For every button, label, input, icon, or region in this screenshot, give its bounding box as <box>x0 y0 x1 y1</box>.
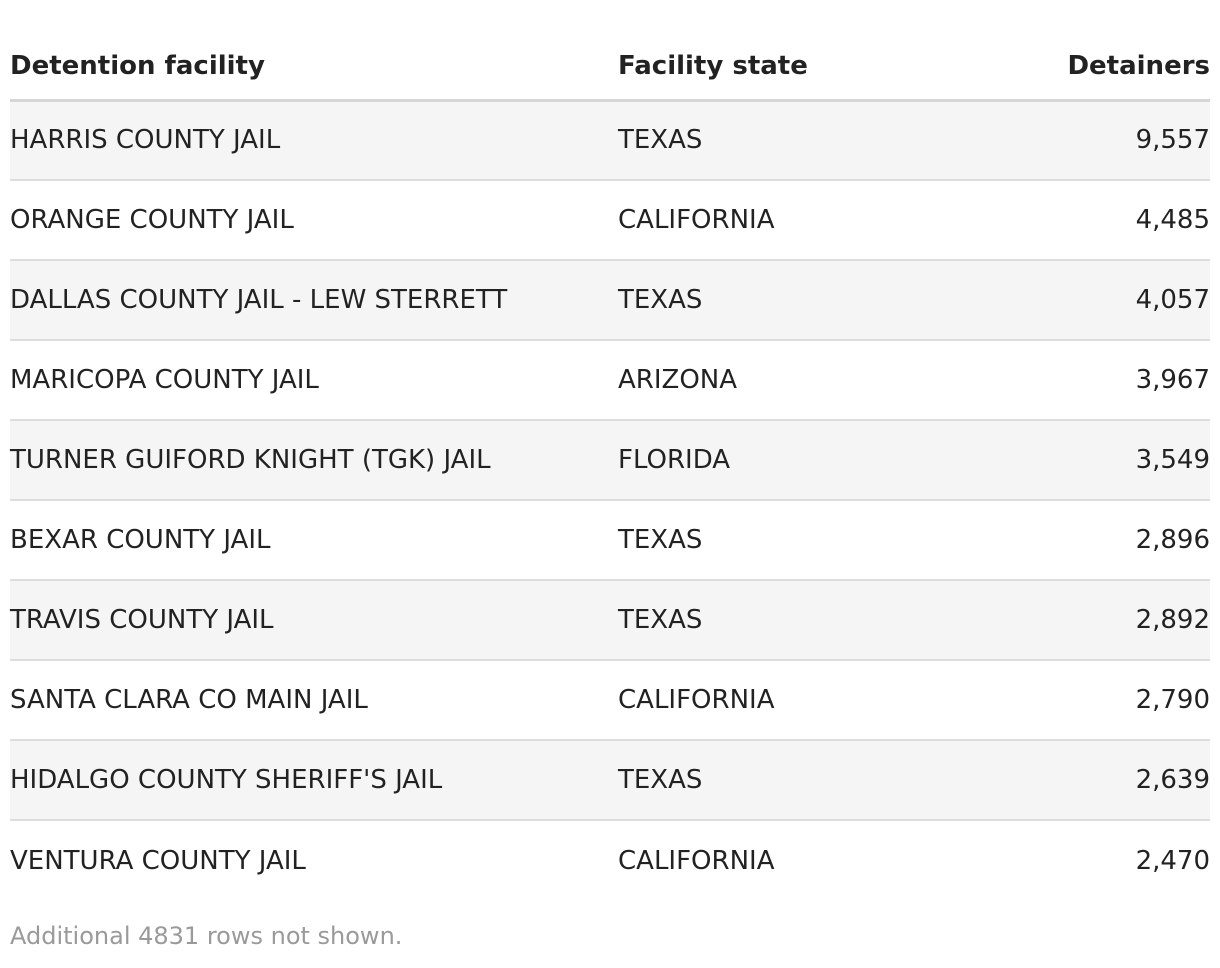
state-cell: CALIFORNIA <box>618 180 1010 261</box>
table-row: VENTURA COUNTY JAIL CALIFORNIA 2,470 <box>10 820 1210 900</box>
facility-cell: HARRIS COUNTY JAIL <box>10 100 618 181</box>
table-body: HARRIS COUNTY JAIL TEXAS 9,557 ORANGE CO… <box>10 100 1210 900</box>
detainers-cell: 9,557 <box>1010 100 1210 181</box>
state-cell: FLORIDA <box>618 420 1010 501</box>
header-row: Detention facility Facility state Detain… <box>10 0 1210 102</box>
state-cell: ARIZONA <box>618 340 1010 421</box>
state-cell: TEXAS <box>618 260 1010 341</box>
detainers-cell: 3,549 <box>1010 420 1210 501</box>
table-row: HIDALGO COUNTY SHERIFF'S JAIL TEXAS 2,63… <box>10 740 1210 821</box>
state-cell: TEXAS <box>618 580 1010 661</box>
state-cell: CALIFORNIA <box>618 660 1010 741</box>
facility-cell: DALLAS COUNTY JAIL - LEW STERRETT <box>10 260 618 341</box>
column-header-state[interactable]: Facility state <box>618 0 1010 102</box>
facility-cell: BEXAR COUNTY JAIL <box>10 500 618 581</box>
state-cell: TEXAS <box>618 100 1010 181</box>
column-header-facility[interactable]: Detention facility <box>10 0 618 102</box>
detainers-cell: 2,896 <box>1010 500 1210 581</box>
table-row: SANTA CLARA CO MAIN JAIL CALIFORNIA 2,79… <box>10 660 1210 741</box>
facility-cell: HIDALGO COUNTY SHERIFF'S JAIL <box>10 740 618 821</box>
data-table-container: Detention facility Facility state Detain… <box>10 0 1210 950</box>
rows-not-shown-note: Additional 4831 rows not shown. <box>10 922 403 950</box>
facility-cell: MARICOPA COUNTY JAIL <box>10 340 618 421</box>
detainers-cell: 2,790 <box>1010 660 1210 741</box>
facility-cell: TRAVIS COUNTY JAIL <box>10 580 618 661</box>
state-cell: TEXAS <box>618 740 1010 821</box>
detainers-cell: 3,967 <box>1010 340 1210 421</box>
state-cell: TEXAS <box>618 500 1010 581</box>
table-row: MARICOPA COUNTY JAIL ARIZONA 3,967 <box>10 340 1210 421</box>
facility-cell: SANTA CLARA CO MAIN JAIL <box>10 660 618 741</box>
state-cell: CALIFORNIA <box>618 820 1010 900</box>
facility-cell: ORANGE COUNTY JAIL <box>10 180 618 261</box>
detainers-cell: 4,057 <box>1010 260 1210 341</box>
table-row: TRAVIS COUNTY JAIL TEXAS 2,892 <box>10 580 1210 661</box>
detainers-cell: 2,470 <box>1010 820 1210 900</box>
detainers-table: Detention facility Facility state Detain… <box>10 0 1210 900</box>
table-row: ORANGE COUNTY JAIL CALIFORNIA 4,485 <box>10 180 1210 261</box>
table-row: BEXAR COUNTY JAIL TEXAS 2,896 <box>10 500 1210 581</box>
detainers-cell: 4,485 <box>1010 180 1210 261</box>
facility-cell: VENTURA COUNTY JAIL <box>10 820 618 900</box>
table-row: TURNER GUIFORD KNIGHT (TGK) JAIL FLORIDA… <box>10 420 1210 501</box>
column-header-detainers[interactable]: Detainers <box>1010 0 1210 102</box>
detainers-cell: 2,639 <box>1010 740 1210 821</box>
table-row: DALLAS COUNTY JAIL - LEW STERRETT TEXAS … <box>10 260 1210 341</box>
detainers-cell: 2,892 <box>1010 580 1210 661</box>
facility-cell: TURNER GUIFORD KNIGHT (TGK) JAIL <box>10 420 618 501</box>
table-header: Detention facility Facility state Detain… <box>10 0 1210 102</box>
table-row: HARRIS COUNTY JAIL TEXAS 9,557 <box>10 100 1210 181</box>
